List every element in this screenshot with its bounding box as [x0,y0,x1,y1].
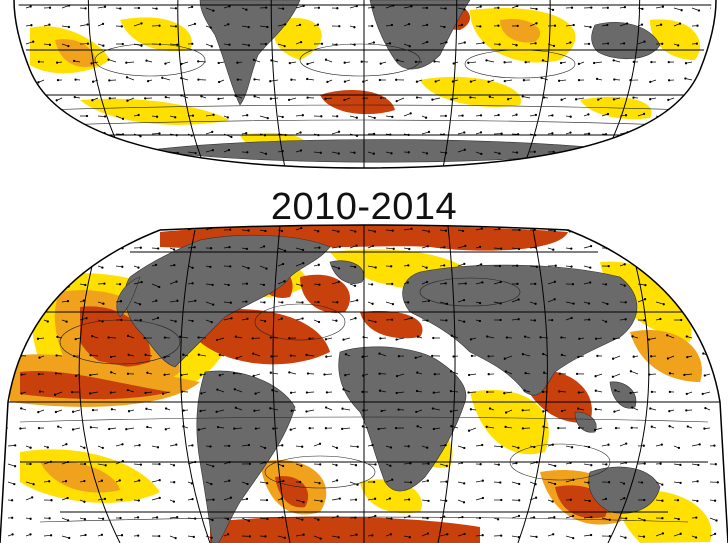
graticule-bottom [8,225,720,543]
contours-bottom [19,277,709,523]
map-panel-bottom [0,222,728,543]
map-border-bottom [159,224,728,543]
map-bottom-svg [0,224,728,543]
land-top [149,0,661,163]
contours-top [39,43,691,126]
graticule-top [14,0,716,168]
map-top-svg [13,0,717,169]
wind-vectors-bottom [0,226,719,540]
map-border-top [29,69,701,169]
panel-title: 2010-2014 [270,186,458,228]
map-panel-top [0,0,728,170]
